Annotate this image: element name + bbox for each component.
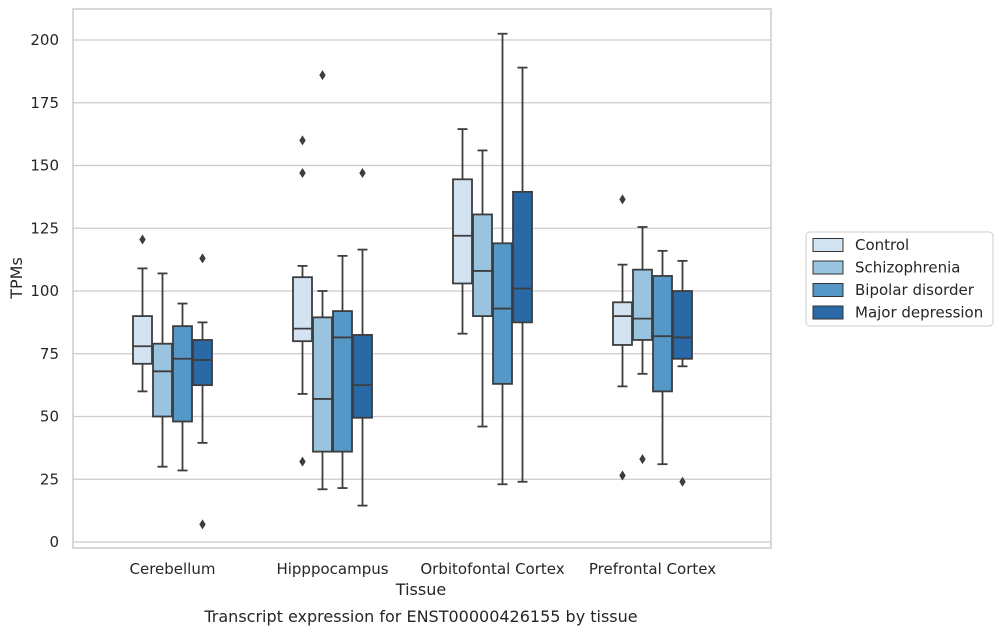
plot-frame <box>72 8 772 549</box>
box-iqr <box>492 242 513 385</box>
box-iqr <box>512 190 533 324</box>
y-tick-labels: 0 25 50 75 100 125 150 175 200 <box>30 31 59 551</box>
box-1-2 <box>472 149 493 428</box>
y-tick-label: 150 <box>30 157 59 175</box>
box-1-3 <box>632 226 653 465</box>
chart-caption: Transcript expression for ENST0000042615… <box>203 607 637 626</box>
legend-swatch <box>812 305 844 320</box>
outlier-point <box>139 234 146 245</box>
box-2-0 <box>172 302 193 472</box>
outlier-point <box>199 519 206 530</box>
x-tick-label: Cerebellum <box>130 560 216 578</box>
box-iqr <box>152 342 173 418</box>
box-iqr <box>612 301 633 346</box>
outlier-point <box>359 168 366 179</box>
box-3-1 <box>352 168 373 507</box>
x-tick-label: Prefrontal Cortex <box>589 560 716 578</box>
box-2-1 <box>332 254 353 489</box>
box-iqr <box>172 325 193 423</box>
outlier-point <box>319 70 326 81</box>
box-iqr <box>632 268 653 341</box>
outlier-point <box>299 135 306 146</box>
box-iqr <box>332 310 353 453</box>
y-tick-label: 125 <box>30 219 59 237</box>
boxes-layer <box>132 32 693 530</box>
box-0-1 <box>292 135 313 467</box>
legend-label: Major depression <box>855 304 983 322</box>
box-1-0 <box>152 272 173 468</box>
box-iqr <box>132 315 153 365</box>
legend-swatch <box>812 238 844 252</box>
box-2-3 <box>652 249 673 466</box>
box-0-2 <box>452 128 473 335</box>
box-2-2 <box>492 32 513 486</box>
outlier-point <box>679 476 686 487</box>
legend-swatch <box>812 283 844 297</box>
outlier-point <box>639 454 646 465</box>
y-tick-label: 0 <box>49 533 59 551</box>
x-axis-title: Tissue <box>395 580 446 599</box>
y-tick-label: 100 <box>30 282 59 300</box>
box-iqr <box>292 276 313 343</box>
legend-label: Schizophrenia <box>855 259 960 277</box>
legend-label: Bipolar disorder <box>855 281 975 299</box>
y-tick-label: 50 <box>40 408 59 426</box>
legend: Control Schizophrenia Bipolar disorder Majo… <box>805 231 994 327</box>
box-iqr <box>352 334 373 419</box>
x-tick-labels: Cerebellum Hipppocampus Orbitofontal Corte… <box>130 560 717 578</box>
box-3-3 <box>672 259 693 487</box>
outlier-point <box>199 253 206 264</box>
x-tick-label: Hipppocampus <box>276 560 388 578</box>
y-tick-label: 175 <box>30 94 59 112</box>
box-3-0 <box>192 253 213 530</box>
box-1-1 <box>312 70 333 491</box>
box-3-2 <box>512 66 533 483</box>
y-tick-label: 200 <box>30 31 59 49</box>
box-iqr <box>452 178 473 285</box>
box-0-0 <box>132 234 153 393</box>
box-iqr <box>312 316 333 453</box>
x-tick-label: Orbitofontal Cortex <box>420 560 564 578</box>
outlier-point <box>619 194 626 205</box>
box-iqr <box>192 339 213 387</box>
outlier-point <box>619 470 626 481</box>
y-tick-label: 25 <box>40 470 59 488</box>
box-iqr <box>652 275 673 393</box>
y-axis-title: TPMs <box>7 257 26 300</box>
legend-swatch <box>812 260 844 275</box>
legend-frame <box>805 231 994 327</box>
box-0-3 <box>612 194 633 481</box>
outlier-point <box>299 168 306 179</box>
box-iqr <box>472 213 493 318</box>
box-iqr <box>672 290 693 360</box>
y-tick-label: 75 <box>40 345 59 363</box>
legend-label: Control <box>855 236 909 254</box>
outlier-point <box>299 456 306 467</box>
